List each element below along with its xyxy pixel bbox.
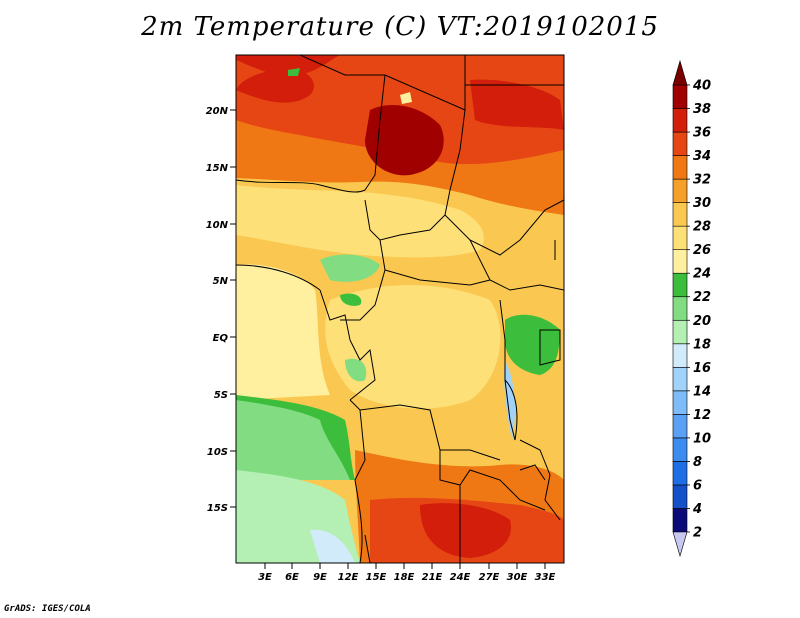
lat-tick-label: 10S [207,447,228,458]
colorbar-segment [672,202,688,227]
colorbar-label: 20 [693,314,711,329]
lat-tick-label: 10N [206,220,229,231]
colorbar-label: 32 [693,173,711,188]
lat-tick-label: 15N [206,163,229,174]
colorbar-label: 8 [693,455,702,470]
colorbar-label: 4 [692,502,702,517]
colorbar-segment [672,437,688,462]
colorbar-label: 12 [693,408,711,423]
colorbar-segment [672,390,688,415]
colorbar-label: 38 [693,102,711,117]
lon-tick-label: 18E [394,572,415,583]
colorbar-segment [672,414,688,439]
colorbar-segment [672,249,688,274]
colorbar-label: 22 [693,290,711,305]
lon-tick-label: 9E [313,572,327,583]
lon-tick-label: 21E [422,572,443,583]
colorbar-label: 6 [693,478,702,493]
colorbar-segment [672,367,688,392]
latitude-axis: 20N 15N 10N 5N EQ 5S 10S 15S [206,106,236,514]
lon-tick-label: 3E [258,572,272,583]
colorbar-segment [672,484,688,509]
country-borders [236,55,564,563]
lon-tick-label: 6E [285,572,299,583]
lon-tick-label: 12E [338,572,359,583]
colorbar-label: 34 [693,149,711,164]
colorbar-segment [672,319,688,345]
colorbar-label: 10 [693,431,711,446]
colorbar-label: 2 [693,526,702,541]
grads-credit: GrADS: IGES/COLA [4,604,91,614]
colorbar-label: 30 [693,196,711,211]
colorbar-label: 36 [693,126,711,141]
lon-tick-label: 24E [450,572,471,583]
colorbar-segment [672,84,688,109]
colorbar-segment [672,296,688,321]
colorbar-top-triangle [672,59,688,86]
lon-tick-label: 27E [479,572,500,583]
map-title: 2m Temperature (C) VT:2019102015 [141,12,659,42]
colorbar-label: 24 [693,267,711,282]
colorbar-segment [672,108,688,133]
lon-tick-label: 15E [366,572,387,583]
colorbar-segment [672,131,688,156]
colorbar-segment [672,508,688,533]
lat-tick-label: EQ [213,333,229,344]
colorbar-label: 28 [693,220,711,235]
colorbar-label: 14 [693,384,711,399]
colorbar-segment [672,155,688,180]
lat-tick-label: 15S [207,503,228,514]
colorbar-segment [672,178,688,203]
colorbar-label: 40 [692,79,711,94]
lat-tick-label: 5S [214,390,228,401]
colorbar-segment [672,461,688,486]
colorbar-segment [672,225,688,250]
lat-tick-label: 20N [206,106,229,117]
lon-tick-label: 33E [535,572,556,583]
colorbar-segment [672,343,688,368]
colorbar-label: 26 [693,243,711,258]
colorbar-segment [672,272,688,298]
temperature-field [236,55,564,563]
colorbar-bottom-triangle [672,531,688,558]
lon-tick-label: 30E [507,572,528,583]
map-frame [235,54,565,564]
colorbar-label: 16 [693,361,711,376]
lat-tick-label: 5N [213,276,229,287]
colorbar-label: 18 [693,337,711,352]
longitude-axis: 3E 6E 9E 12E 15E 18E 21E 24E 27E 30E 33E [258,563,556,583]
